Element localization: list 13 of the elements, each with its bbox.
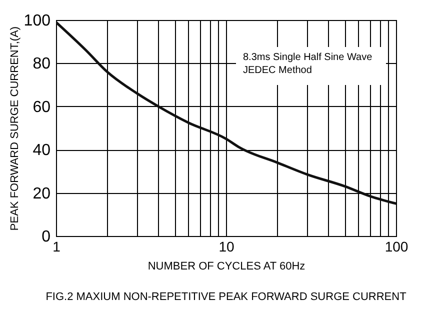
y-tick-label: 100 (24, 12, 51, 30)
y-axis-title: PEAK FORWARD SURGE CURRENT,(A) (8, 26, 21, 231)
x-tick-label: 10 (218, 238, 234, 254)
x-tick-label: 100 (384, 238, 408, 254)
y-tick-label: 40 (32, 142, 51, 160)
y-tick-label: 60 (32, 98, 51, 116)
x-tick-label: 1 (52, 238, 61, 254)
y-tick-label: 0 (42, 228, 51, 246)
x-axis-title: NUMBER OF CYCLES AT 60Hz (148, 260, 306, 272)
annotation: 8.3ms Single Half Sine Wave JEDEC Method (243, 52, 373, 76)
y-tick-label: 20 (32, 185, 51, 202)
y-tick-label: 80 (32, 56, 51, 73)
text: FIG.2 MAXIUM NON-REPETITIVE PEAK FORWARD SURGE CURRENT (46, 291, 407, 303)
